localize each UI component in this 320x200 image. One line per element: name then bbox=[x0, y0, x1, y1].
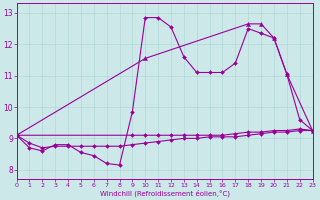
X-axis label: Windchill (Refroidissement éolien,°C): Windchill (Refroidissement éolien,°C) bbox=[100, 189, 229, 197]
